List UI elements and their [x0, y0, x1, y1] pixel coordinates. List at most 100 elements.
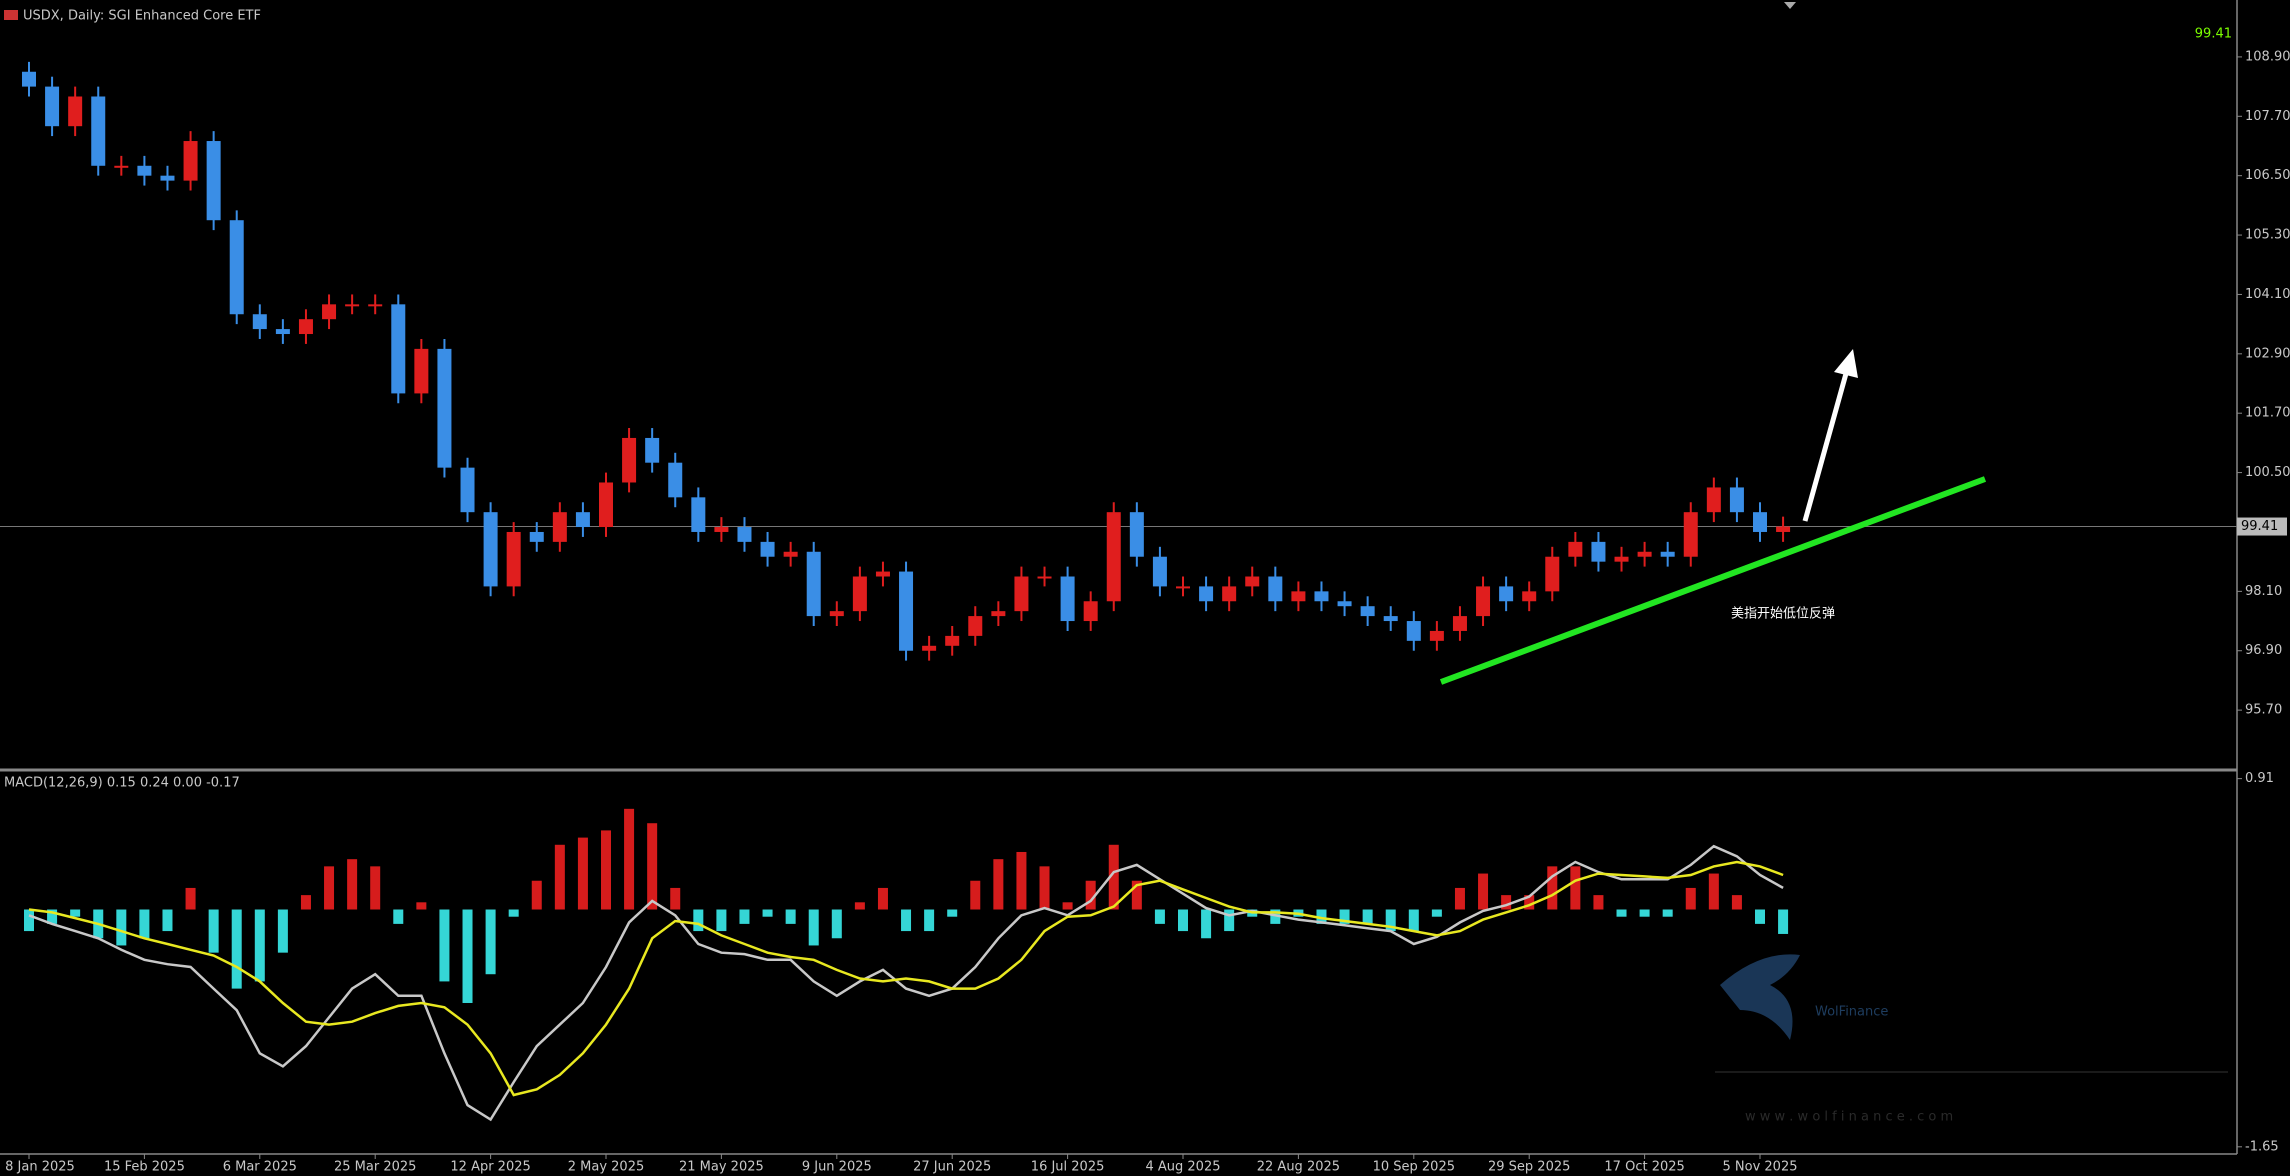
candle-body — [160, 175, 175, 181]
histogram-bar — [1431, 909, 1442, 917]
candle-body — [322, 304, 337, 320]
y-tick-label: 102.90 — [2245, 346, 2290, 361]
arrow-shaft — [1802, 369, 1850, 522]
x-tick-label: 12 Apr 2025 — [450, 1160, 530, 1175]
histogram-bar — [854, 902, 865, 910]
candle-body — [252, 314, 267, 330]
candle-body — [298, 319, 313, 335]
candle-body — [68, 96, 83, 127]
histogram-bar — [393, 909, 404, 924]
histogram-bar — [1593, 895, 1604, 910]
candle-body — [899, 571, 914, 651]
candle-body — [852, 576, 867, 612]
histogram-bar — [116, 909, 127, 946]
histogram-bar — [139, 909, 150, 939]
histogram-bar — [1108, 844, 1119, 910]
candle-body — [368, 304, 383, 307]
x-tick-label: 22 Aug 2025 — [1257, 1160, 1340, 1175]
histogram-bar — [324, 866, 335, 910]
candle-body — [1314, 591, 1329, 602]
candle-body — [1545, 556, 1560, 592]
candle-body — [437, 348, 452, 468]
histogram-bar — [1755, 909, 1765, 924]
candle-body — [460, 467, 475, 513]
histogram-bar — [1639, 909, 1650, 917]
candle-body — [1729, 487, 1744, 513]
candle-body — [1291, 591, 1306, 602]
histogram-bar — [370, 866, 381, 910]
y-tick-label: 106.50 — [2245, 168, 2290, 183]
candle-body — [552, 512, 567, 542]
histogram-bar — [577, 837, 588, 910]
histogram-bar — [508, 909, 519, 917]
flag-icon — [4, 10, 18, 20]
histogram-bar — [993, 859, 1004, 910]
histogram-bar — [554, 844, 565, 910]
candle-body — [1152, 556, 1167, 587]
histogram-bar — [901, 909, 912, 932]
histogram-bar — [1085, 880, 1096, 910]
histogram-bar — [231, 909, 242, 989]
histogram-bar — [1778, 909, 1789, 934]
signal-line — [28, 860, 1784, 1097]
candle-body — [114, 165, 129, 168]
candle-body — [691, 497, 706, 532]
candle-body — [622, 437, 637, 483]
candle-body — [645, 437, 660, 463]
candle-body — [1037, 576, 1052, 579]
histogram-bar — [347, 859, 358, 910]
histogram-bar — [947, 909, 958, 917]
histogram-bar — [1270, 909, 1281, 924]
candle-body — [1060, 576, 1075, 622]
candle-body — [391, 304, 406, 394]
candle-body — [1706, 487, 1721, 513]
histogram-bar — [1385, 909, 1396, 932]
candle-body — [345, 304, 360, 307]
candle-body — [783, 551, 798, 557]
histogram-bar — [1408, 909, 1419, 932]
chart-title: USDX, Daily: SGI Enhanced Core ETF — [23, 9, 261, 24]
candle-body — [1591, 541, 1606, 562]
y-tick-label: 104.10 — [2245, 287, 2290, 302]
candle-body — [1614, 556, 1629, 562]
histogram-bar — [162, 909, 173, 932]
candle-body — [137, 165, 152, 176]
candle-body — [1522, 591, 1537, 602]
histogram-bar — [1224, 909, 1235, 932]
x-tick-label: 4 Aug 2025 — [1145, 1160, 1220, 1175]
y-tick-label: 95.70 — [2245, 703, 2282, 718]
candle-body — [183, 141, 198, 181]
histogram-bar — [831, 909, 842, 939]
candle-body — [991, 611, 1006, 617]
macd-line — [28, 844, 1784, 1122]
y-tick-label: 96.90 — [2245, 643, 2282, 658]
candle-body — [1406, 621, 1421, 641]
candle-body — [575, 512, 590, 528]
histogram-bar — [1685, 887, 1696, 910]
candle-body — [1245, 576, 1260, 587]
trend-line — [1439, 476, 1987, 685]
histogram-bar — [1339, 909, 1350, 924]
watermark: WolFinance w w w . w o l f i n a n c e .… — [1715, 954, 2228, 1125]
histogram-bar — [624, 808, 635, 910]
candle-body — [1683, 512, 1698, 557]
histogram-bar — [1016, 851, 1027, 910]
histogram-bar — [1039, 866, 1050, 910]
candle-body — [506, 531, 521, 587]
candle-body — [1083, 601, 1098, 622]
last-price: 99.41 — [2195, 27, 2232, 42]
y-tick-label: 98.10 — [2245, 584, 2282, 599]
candle-body — [1176, 586, 1190, 589]
histogram-bar — [531, 880, 542, 910]
annotation: 美指开始低位反弹 — [1731, 607, 1835, 622]
x-tick-label: 15 Feb 2025 — [104, 1160, 185, 1175]
histogram-bar — [693, 909, 704, 932]
x-tick-label: 27 Jun 2025 — [913, 1160, 991, 1175]
histogram-bar — [670, 887, 681, 910]
candle-body — [875, 571, 890, 577]
histogram-bar — [970, 880, 981, 910]
candle-body — [1452, 616, 1467, 631]
candle-body — [1568, 541, 1583, 557]
histogram-bar — [1478, 873, 1489, 910]
